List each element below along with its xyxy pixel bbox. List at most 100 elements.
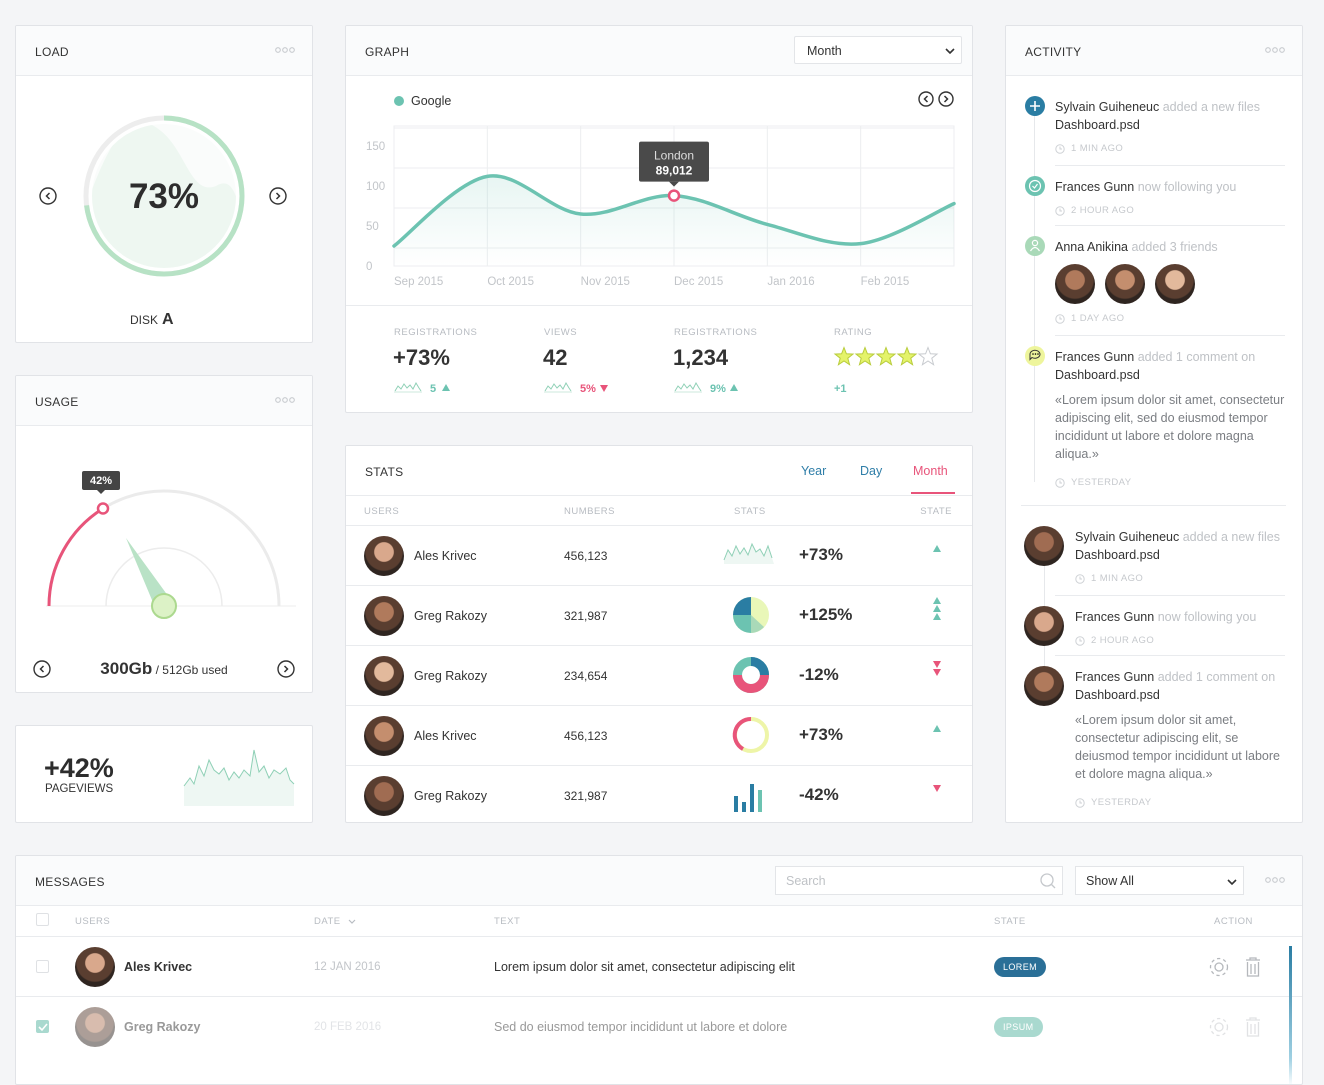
action: added 3 friends: [1131, 240, 1218, 254]
down-arrow: [933, 669, 941, 676]
shape: [750, 657, 769, 676]
stats-row: Ales Krivec 456,123 +73%: [346, 525, 972, 585]
action: added a new files: [1182, 530, 1281, 544]
checkbox[interactable]: [36, 913, 49, 926]
shape: [1079, 800, 1082, 804]
mini-chart: [733, 657, 769, 693]
gauge-arc: [47, 507, 104, 607]
comment: «Lorem ipsum dolor sit amet, consectetur…: [1075, 713, 1280, 781]
activity-item: Anna Anikina added 3 friends 1 DAY AGO: [1055, 238, 1287, 328]
avatar: [1024, 666, 1064, 706]
star: [875, 346, 897, 366]
settings-icon[interactable]: [1209, 1017, 1229, 1037]
panel-header: MESSAGES Search Show All: [16, 856, 1302, 906]
activity-text: Anna Anikina added 3 friends: [1055, 238, 1287, 256]
shape: [1079, 576, 1082, 580]
actions: [1209, 1017, 1260, 1037]
dot: [275, 47, 281, 53]
spark: [674, 381, 702, 392]
checkbox[interactable]: [36, 960, 49, 973]
tab[interactable]: Day: [860, 464, 883, 478]
x-tick-label: Feb 2015: [861, 276, 910, 288]
y-tick-label: 50: [366, 221, 379, 233]
disk-name: A: [162, 311, 174, 328]
user-name: Ales Krivec: [124, 960, 193, 974]
stats-panel: STATS Year Day Month USERS NUMBERS STATS…: [345, 445, 973, 823]
pageviews-label: PAGEVIEWS: [45, 783, 114, 795]
shape: [1209, 1017, 1229, 1037]
shape: [1031, 239, 1039, 247]
search-box[interactable]: Search: [775, 866, 1063, 895]
used: 300Gb: [100, 659, 153, 678]
nav-arrow[interactable]: [918, 91, 934, 107]
arrow-ring: [39, 187, 57, 205]
shape: [1075, 636, 1085, 646]
message-text: Sed do eiusmod tempor incididunt ut labo…: [494, 1020, 788, 1034]
state-icons: [933, 725, 941, 732]
avatar: [1055, 264, 1095, 304]
sparkline-line: [183, 749, 295, 787]
time: 2 HOUR AGO: [1071, 205, 1135, 216]
arrow-chevron: [45, 192, 51, 200]
load-value: 73%: [129, 177, 199, 216]
column-header: STATS: [734, 506, 766, 517]
divider: [346, 305, 972, 306]
pageviews-value: +42%: [44, 753, 114, 783]
shape: [1037, 353, 1039, 355]
avatar: [364, 596, 404, 636]
more-menu[interactable]: [1265, 876, 1285, 884]
separator: [1055, 165, 1285, 166]
chevron: [945, 48, 955, 55]
line-chart: 0 50 100 150 Sep 2015 Oct 2015 Nov 2015 Dec 201…: [366, 91, 956, 288]
column-header: TEXT: [494, 916, 521, 927]
shape: [742, 802, 746, 812]
column-header[interactable]: DATE: [314, 916, 341, 927]
more-menu[interactable]: [275, 396, 295, 404]
more-menu[interactable]: [1265, 46, 1285, 54]
arrow-chevron: [275, 192, 281, 200]
column-header: STATE: [994, 916, 1026, 927]
tab-active[interactable]: Month: [913, 464, 948, 478]
x-tick-label: Oct 2015: [487, 276, 534, 288]
nav-arrow[interactable]: [277, 660, 295, 678]
more-menu[interactable]: [275, 46, 295, 54]
dot: [282, 397, 288, 403]
shape: [733, 597, 751, 615]
tab[interactable]: Year: [801, 464, 827, 478]
check-mark: [38, 1023, 48, 1032]
shape: 2 HOUR AGO: [1075, 632, 1287, 650]
settings-icon[interactable]: [1209, 957, 1229, 977]
filter-select[interactable]: Show All: [1075, 866, 1244, 895]
delete-icon[interactable]: [1246, 1017, 1260, 1037]
shape: [1029, 349, 1041, 361]
avatar: [1024, 526, 1064, 566]
activity-item: Frances Gunn added 1 comment on Dashboar…: [1055, 348, 1287, 492]
action: now following you: [1137, 180, 1237, 194]
nav-arrow[interactable]: [39, 187, 57, 205]
arrow-chevron: [283, 665, 289, 673]
shape: [1059, 208, 1062, 212]
separator: [1055, 595, 1285, 596]
actor: Anna Anikina: [1055, 240, 1128, 254]
delete-icon[interactable]: [1246, 957, 1260, 977]
time: YESTERDAY: [1091, 797, 1152, 808]
stats-row: Ales Krivec 456,123 +73%: [346, 705, 972, 765]
shape: YESTERDAY: [1055, 474, 1287, 492]
dot: [289, 47, 295, 53]
mini-chart: [734, 784, 762, 812]
state-icons: [933, 785, 941, 792]
column-header: STATE: [920, 506, 952, 517]
shape: [1028, 179, 1042, 193]
period-select[interactable]: Month: [794, 36, 962, 64]
state-badge: IPSUM: [994, 1017, 1043, 1037]
user-name: Greg Rakozy: [414, 669, 487, 683]
nav-arrow[interactable]: [938, 91, 954, 107]
panel-header: USAGE: [16, 376, 312, 426]
nav-arrow[interactable]: [269, 187, 287, 205]
avatar: [1155, 264, 1195, 304]
shape: [1079, 638, 1082, 642]
checkbox[interactable]: [36, 1020, 49, 1033]
star: [896, 346, 918, 366]
gauge-inner: [105, 547, 223, 607]
nav-arrow[interactable]: [33, 660, 51, 678]
